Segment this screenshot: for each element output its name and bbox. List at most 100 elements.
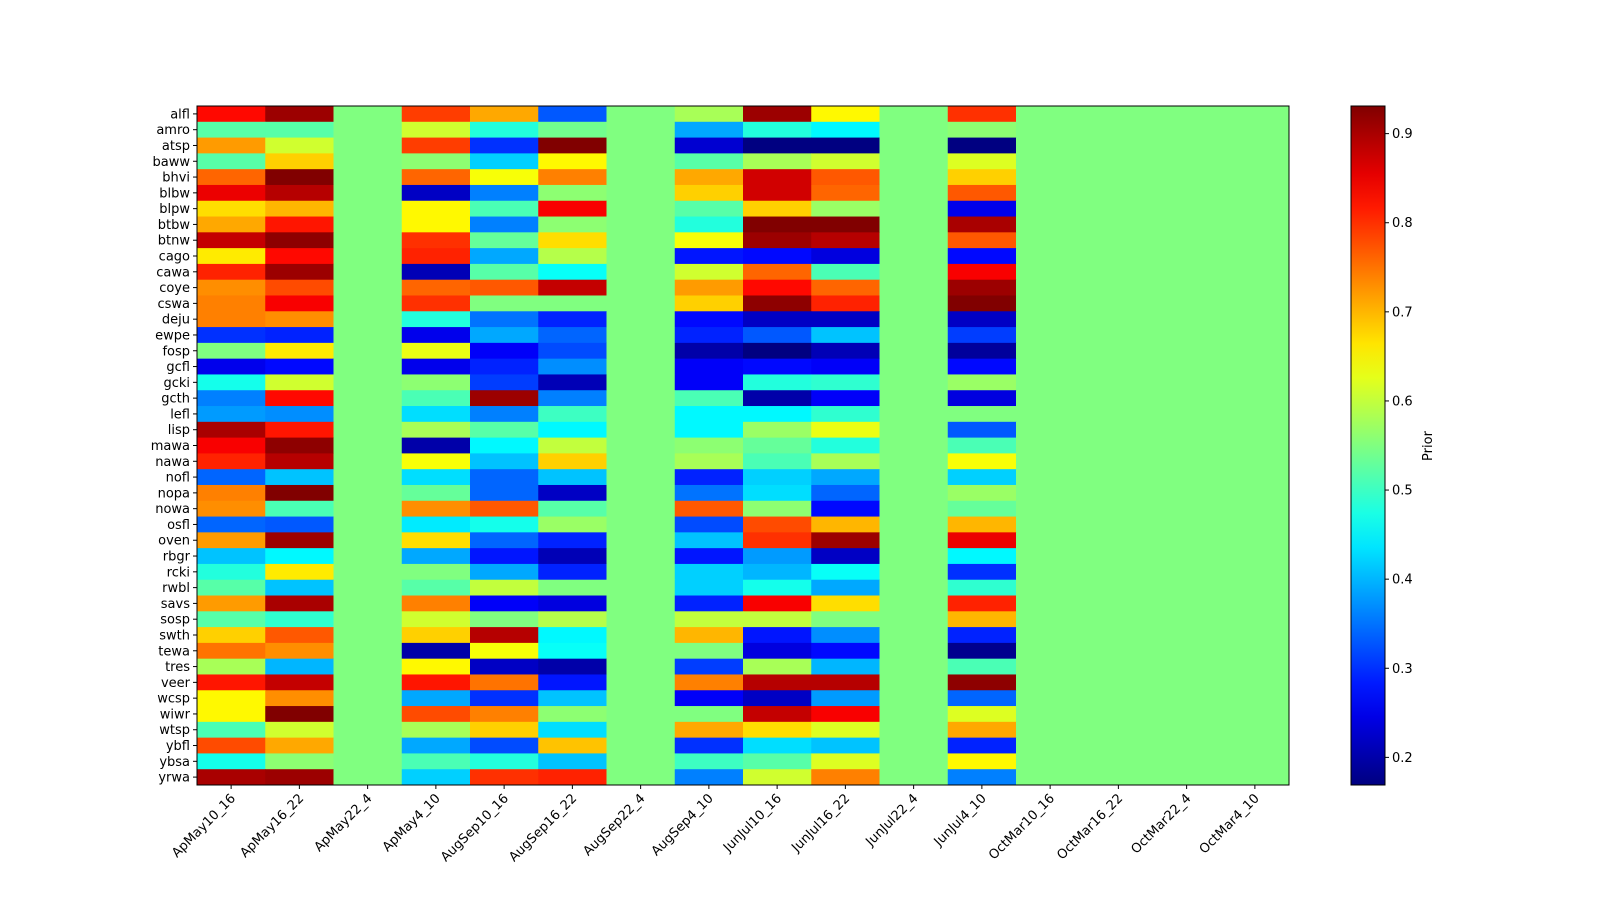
heatmap-cell [333,611,403,628]
colorbar-tick-label: 0.4 [1392,573,1413,588]
heatmap-cell [538,327,607,344]
heatmap-cell [333,484,403,502]
heatmap-cell [879,153,949,170]
heatmap-cell [1220,248,1290,265]
heatmap-cell [1016,706,1085,723]
heatmap-cell [743,327,812,344]
heatmap-cell [333,706,403,723]
heatmap-cell [1152,706,1222,723]
heatmap-cell [538,342,607,360]
heatmap-cell [743,358,812,375]
heatmap-cell [1152,516,1222,533]
heatmap-cell [1084,169,1153,186]
heatmap-cell [470,327,539,344]
heatmap-cell [606,200,676,218]
heatmap-cell [538,295,607,312]
heatmap-cell [1220,421,1290,439]
heatmap-cell [1152,421,1222,439]
y-tick-label: osfl [167,518,190,533]
heatmap-cell [333,721,403,739]
heatmap-cell [197,674,266,691]
heatmap-cell [1084,232,1153,249]
heatmap-cell [401,342,471,360]
heatmap-cell [879,500,949,518]
heatmap-cell [1220,721,1290,739]
heatmap-cell [333,658,403,675]
heatmap-cell [470,358,539,375]
heatmap-cell [1016,279,1085,296]
heatmap-cell [333,248,403,265]
heatmap-cell [265,248,334,265]
heatmap-cell [674,390,744,407]
y-tick-label: savs [161,597,190,612]
heatmap-cell [1016,595,1085,612]
heatmap-cell [401,516,471,533]
heatmap-cell [1220,184,1290,202]
heatmap-cell [811,232,880,249]
heatmap-cell [1152,737,1222,754]
heatmap-cell [538,200,607,218]
heatmap-cell [538,216,607,233]
heatmap-cell [538,532,607,549]
heatmap-cell [470,263,539,281]
heatmap-cell [674,579,744,597]
y-tick-label: gcki [163,376,190,391]
heatmap-cell [470,232,539,249]
heatmap-cell [947,563,1017,581]
heatmap-cell [743,390,812,407]
heatmap-cell [1220,484,1290,502]
heatmap-cell [470,548,539,565]
heatmap-cell [1152,390,1222,407]
heatmap-cell [470,721,539,739]
heatmap-cell [538,311,607,328]
heatmap-cell [743,627,812,644]
heatmap-cell [811,421,880,439]
heatmap-cell [197,642,266,660]
heatmap-cell [947,611,1017,628]
x-tick-label: JunJul16_22 [788,791,853,856]
heatmap-cell [606,516,676,533]
heatmap-cell [197,248,266,265]
heatmap-cell [947,406,1017,423]
heatmap-cell [947,248,1017,265]
heatmap-cell [1016,374,1085,391]
heatmap-cell [606,390,676,407]
heatmap-cell [401,690,471,707]
heatmap-cell [470,579,539,597]
y-tick-label: wcsp [157,692,190,707]
heatmap-cell [1152,279,1222,296]
heatmap-cell [1016,469,1085,486]
heatmap-cell [538,106,607,123]
heatmap-cell [606,248,676,265]
y-tick-label: ybsa [159,755,190,770]
heatmap-cell [674,737,744,754]
heatmap-cell [1084,579,1153,597]
heatmap-cell [1152,232,1222,249]
heatmap-cell [1084,611,1153,628]
heatmap-cell [811,548,880,565]
heatmap-cell [947,200,1017,218]
heatmap-cell [811,295,880,312]
heatmap-cell [401,721,471,739]
heatmap-cell [811,374,880,391]
heatmap-cell [265,642,334,660]
heatmap-cell [811,137,880,154]
heatmap-cell [947,690,1017,707]
heatmap-cell [743,437,812,454]
heatmap-cell [947,516,1017,533]
heatmap-cell [606,358,676,375]
heatmap-cell [1220,674,1290,691]
heatmap-cell [470,121,539,139]
heatmap-cell [1016,232,1085,249]
heatmap-cell [401,579,471,597]
heatmap-cell [1084,184,1153,202]
heatmap-cell [1220,153,1290,170]
heatmap-cell [333,563,403,581]
heatmap-cell [333,327,403,344]
heatmap-cell [1084,106,1153,123]
heatmap-cell [879,358,949,375]
heatmap-cell [811,595,880,612]
heatmap-cell [1084,248,1153,265]
heatmap-cell [265,216,334,233]
heatmap-cell [947,658,1017,675]
